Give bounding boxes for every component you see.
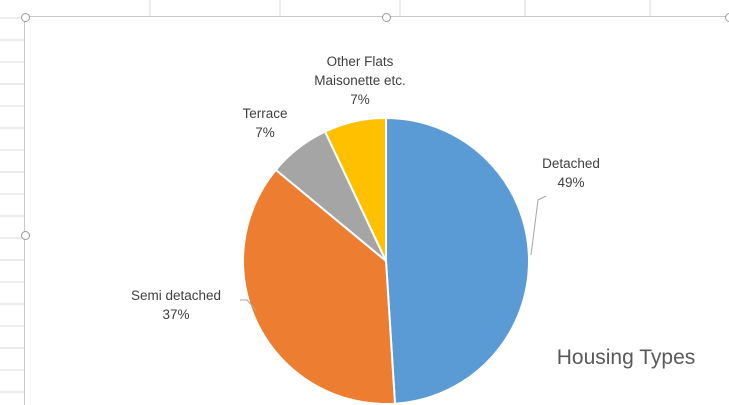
data-label: Other Flats Maisonette etc. 7% bbox=[314, 54, 406, 107]
resize-handle-top-left[interactable] bbox=[21, 13, 30, 22]
leader-line bbox=[530, 195, 547, 256]
resize-handle-middle-left[interactable] bbox=[21, 231, 30, 240]
pie-slice-other-flats-maisonette-etc[interactable] bbox=[323, 116, 387, 262]
pie-slice-semi-detached[interactable] bbox=[242, 168, 396, 404]
leader-line bbox=[240, 299, 257, 311]
pie-slice-detached[interactable] bbox=[385, 116, 531, 404]
resize-handle-top-right[interactable] bbox=[725, 13, 729, 22]
data-label: Terrace 7% bbox=[242, 106, 287, 140]
data-label: Semi detached 37% bbox=[131, 288, 221, 322]
chart-title: Housing Types bbox=[557, 346, 696, 369]
data-label: Detached 49% bbox=[542, 156, 600, 190]
resize-handle-top-center[interactable] bbox=[382, 13, 391, 22]
